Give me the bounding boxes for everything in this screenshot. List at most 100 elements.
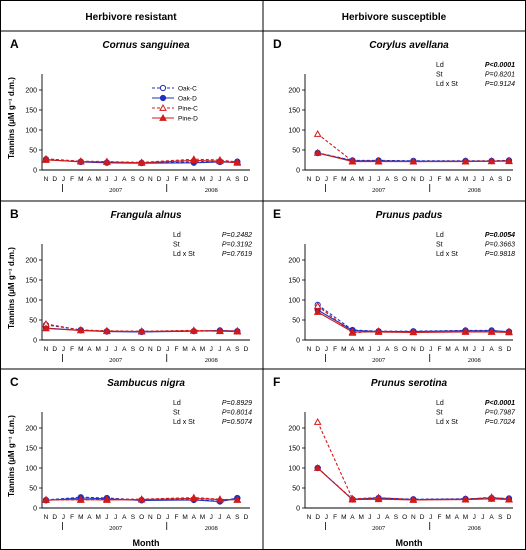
month-tick-4: M: [78, 346, 83, 353]
panel-title-c: Sambucus nigra: [107, 378, 185, 389]
month-tick-21: A: [226, 514, 231, 521]
month-tick-22: S: [235, 346, 240, 353]
point-pine-d-1: [348, 495, 357, 503]
month-tick-14: J: [429, 346, 432, 353]
month-tick-8: J: [377, 176, 380, 183]
month-tick-10: S: [131, 346, 136, 353]
month-tick-8: J: [114, 346, 117, 353]
point-pine-d-2: [374, 327, 383, 335]
stat-label-2: Ld x St: [436, 81, 458, 88]
point-pine-d-0: [313, 463, 322, 471]
month-tick-6: M: [358, 346, 363, 353]
month-tick-17: A: [455, 514, 460, 521]
point-pine-d-2: [103, 157, 111, 165]
year-label-2007: 2007: [109, 187, 123, 194]
month-tick-7: J: [105, 346, 108, 353]
month-tick-23: D: [244, 176, 249, 183]
point-pine-d-4: [461, 327, 470, 335]
point-pine-d-3: [409, 495, 418, 503]
ytick-label-50: 50: [292, 318, 300, 325]
point-pine-d-2: [103, 327, 111, 335]
year-label-2007: 2007: [372, 187, 386, 194]
panel-b: B Frangula alnus 0 50 100 150 200 Tannins (μM g…: [7, 207, 252, 364]
month-tick-4: M: [341, 176, 346, 183]
month-tick-5: A: [350, 346, 355, 353]
panel-letter-b: B: [10, 207, 19, 221]
stat-value-1: P=0.3192: [222, 242, 252, 249]
month-tick-1: D: [315, 514, 320, 521]
month-tick-7: J: [105, 176, 108, 183]
month-tick-10: S: [394, 176, 399, 183]
month-tick-20: J: [218, 176, 221, 183]
stat-label-2: Ld x St: [173, 251, 195, 258]
month-tick-19: J: [210, 176, 213, 183]
legend-entry-pine-c: Pine-C: [152, 103, 198, 113]
point-pine-d-2: [374, 495, 383, 503]
month-tick-18: M: [200, 176, 205, 183]
ytick-label-100: 100: [288, 298, 300, 305]
month-tick-12: N: [148, 346, 153, 353]
month-tick-2: J: [325, 346, 328, 353]
month-tick-20: J: [481, 176, 484, 183]
point-pine-d-6: [233, 495, 242, 503]
month-tick-11: O: [139, 514, 144, 521]
point-pine-d-1: [76, 495, 85, 503]
legend-entry-oak-d: Oak-D: [152, 94, 197, 103]
year-label-2007: 2007: [372, 357, 386, 364]
panel-title-d: Corylus avellana: [369, 40, 449, 51]
month-tick-3: F: [333, 176, 337, 183]
stat-value-1: P=0.8201: [485, 72, 515, 79]
point-pine-d-6: [505, 157, 513, 165]
stat-value-0: P<0.0001: [485, 400, 515, 407]
month-tick-16: M: [445, 176, 450, 183]
point-legend-oak-c-0: [159, 84, 167, 92]
month-tick-10: S: [394, 514, 399, 521]
y-axis-label: Tannins (μM g⁻¹ d.m.): [7, 247, 16, 329]
month-tick-9: A: [122, 176, 127, 183]
month-tick-22: S: [498, 176, 503, 183]
month-tick-15: F: [174, 346, 178, 353]
stat-value-2: P=0.9124: [485, 81, 515, 88]
ytick-label-50: 50: [29, 148, 37, 155]
point-pine-d-3: [409, 328, 418, 336]
point-pine-d-6: [505, 328, 513, 336]
month-tick-14: J: [166, 346, 169, 353]
stat-label-1: St: [173, 242, 180, 249]
legend-label: Oak-C: [178, 86, 197, 93]
month-tick-13: D: [157, 514, 162, 521]
point-pine-d-3: [137, 327, 146, 335]
month-tick-23: D: [507, 514, 512, 521]
month-tick-17: A: [192, 176, 197, 183]
month-tick-17: A: [455, 346, 460, 353]
month-tick-1: D: [52, 176, 57, 183]
stat-value-2: P=0.7024: [485, 419, 515, 426]
point-pine-d-0: [42, 324, 50, 332]
month-tick-22: S: [498, 346, 503, 353]
month-tick-18: M: [200, 514, 205, 521]
panel-a: A Cornus sanguinea 0 50 100 150 200 Tannins (μM…: [7, 37, 250, 194]
ytick-label-150: 150: [25, 278, 37, 285]
month-tick-3: F: [333, 514, 337, 521]
point-pine-d-4: [189, 494, 198, 502]
month-tick-9: A: [122, 514, 127, 521]
month-tick-11: O: [402, 346, 407, 353]
stat-value-0: P<0.0001: [485, 62, 515, 69]
stat-value-0: P=0.0054: [485, 232, 515, 239]
ytick-label-0: 0: [296, 168, 300, 175]
point-pine-d-0: [313, 148, 322, 156]
legend-label: Pine-D: [178, 116, 198, 123]
month-tick-21: A: [489, 176, 494, 183]
month-tick-17: A: [192, 514, 197, 521]
month-tick-0: N: [307, 176, 312, 183]
stat-label-2: Ld x St: [436, 251, 458, 258]
ytick-label-0: 0: [33, 338, 37, 345]
ytick-label-0: 0: [33, 506, 37, 513]
point-pine-c-0: [313, 129, 322, 137]
panel-c: C Sambucus nigra 0 50 100 150 200 Tannins (μM g…: [7, 375, 252, 548]
month-tick-8: J: [377, 514, 380, 521]
month-tick-2: J: [62, 514, 65, 521]
month-tick-5: A: [87, 346, 92, 353]
stat-label-0: Ld: [436, 232, 444, 239]
stat-label-1: St: [436, 410, 443, 417]
